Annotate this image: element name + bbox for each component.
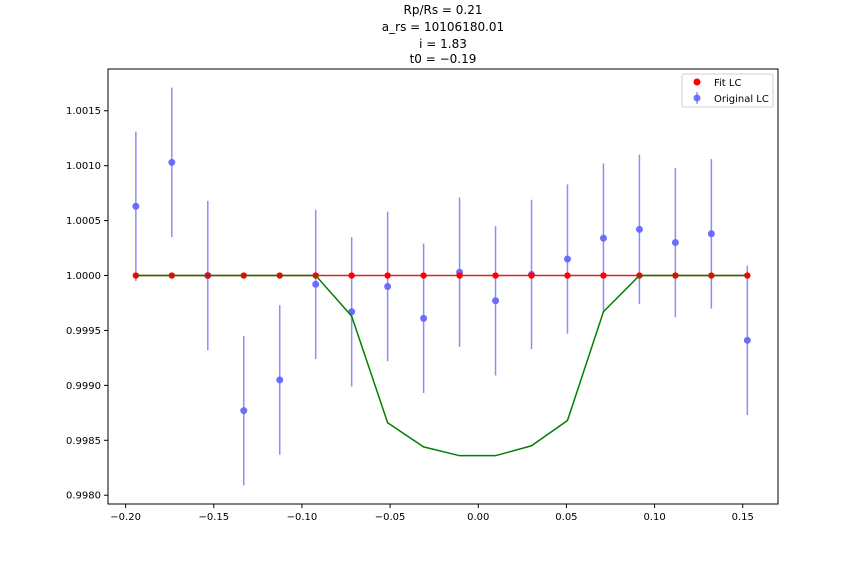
x-tick-label: 0.15 — [732, 512, 754, 523]
y-tick-label: 1.0010 — [66, 161, 101, 172]
y-tick-label: 0.9990 — [66, 381, 101, 392]
x-tick-label: 0.05 — [555, 512, 577, 523]
fit-lc-point — [420, 272, 427, 279]
original-lc-point — [635, 225, 643, 233]
legend: Fit LC Original LC — [681, 73, 774, 108]
title-line-2: a_rs = 10106180.01 — [382, 20, 504, 34]
legend-box — [681, 73, 774, 108]
plot-area — [132, 87, 751, 486]
title-line-1: Rp/Rs = 0.21 — [404, 3, 483, 17]
legend-marker-fit — [693, 78, 701, 86]
original-lc-point — [132, 202, 140, 210]
original-lc-point — [492, 297, 500, 305]
title-line-4: t0 = −0.19 — [410, 52, 477, 66]
y-tick-label: 0.9980 — [66, 491, 101, 502]
x-tick-label: −0.05 — [375, 512, 406, 523]
original-lc-point — [312, 280, 320, 288]
original-lc-point — [671, 239, 679, 247]
y-tick-label: 1.0015 — [66, 106, 101, 117]
x-tick-label: −0.20 — [110, 512, 141, 523]
x-tick-label: −0.10 — [287, 512, 318, 523]
fit-lc-point — [528, 272, 535, 279]
original-lc-point — [384, 283, 392, 290]
x-tick-label: 0.10 — [643, 512, 665, 523]
x-tick-label: −0.15 — [198, 512, 229, 523]
original-lc-point — [240, 407, 248, 415]
legend-label-fit: Fit LC — [714, 78, 741, 89]
legend-label-original: Original LC — [714, 94, 769, 105]
original-lc-point — [743, 336, 751, 344]
title-line-3: i = 1.83 — [419, 37, 467, 51]
fit-lc-point — [564, 272, 571, 279]
chart-title: Rp/Rs = 0.21 a_rs = 10106180.01 i = 1.83… — [382, 3, 504, 66]
original-lc-point — [420, 314, 428, 322]
fit-lc-point — [384, 272, 391, 279]
original-lc-point — [563, 255, 571, 263]
legend-marker-original — [693, 94, 701, 102]
axes-frame — [107, 68, 779, 505]
fit-lc-point — [600, 272, 607, 279]
y-tick-label: 0.9995 — [66, 326, 101, 337]
axes: −0.20 −0.15 −0.10 −0.05 0.00 0.05 0.10 0.15 0.99… — [66, 68, 779, 523]
original-lc-point — [707, 230, 715, 238]
original-lc-point — [168, 158, 176, 166]
y-tick-label: 1.0005 — [66, 216, 101, 227]
x-tick-label: 0.00 — [467, 512, 489, 523]
original-lc-point — [276, 376, 284, 384]
y-tick-label: 1.0000 — [66, 271, 101, 282]
y-tick-label: 0.9985 — [66, 436, 101, 447]
fit-lc-point — [456, 272, 463, 279]
model-line — [135, 274, 748, 457]
fit-lc-point — [492, 272, 499, 279]
fit-lc-point — [348, 272, 355, 279]
original-lc-point — [599, 234, 607, 242]
